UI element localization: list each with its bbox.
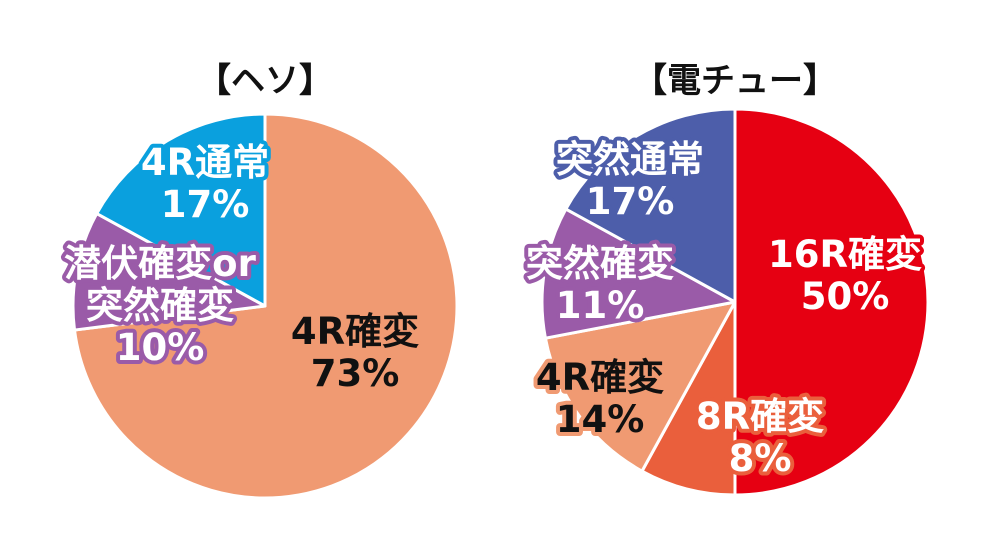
pie-label-1-1: 8R確変 8% (696, 395, 824, 480)
slice-category-label: 突然確変 (526, 242, 674, 285)
slice-value-label: 8% (729, 437, 792, 480)
pie-slice-0-1 (71, 212, 267, 332)
slice-category-label: 8R確変 (696, 395, 824, 438)
denchu-pie-labels: 16R確変 50% 8R確変 8% 4R確変 14% 突然確変 11% 突然通常 17% (522, 134, 926, 484)
pie-label-1-2: 4R確変 14% (536, 356, 664, 441)
slice-value-label: 17% (586, 180, 675, 223)
pie-label-1-0: 16R確変 50% (768, 233, 922, 318)
pie-label-1-4: 突然通常 17% (556, 138, 704, 223)
pie-label-0-0: 4R確変 73% (291, 310, 419, 395)
slice-category-label: 突然確変 (86, 284, 234, 327)
heso-chart-title: 【ヘソ】 (197, 61, 333, 101)
heso-pie-chart: 【ヘソ】 4R確変 73% 潜伏確変or 突然確変 10% 4R通常 17% (60, 61, 459, 500)
pie-slice-1-2 (543, 300, 737, 473)
slice-category-label: 4R確変 (291, 310, 419, 353)
heso-pie-labels: 4R確変 73% 潜伏確変or 突然確変 10% 4R通常 17% (60, 137, 423, 399)
heso-pie-slices (71, 112, 459, 500)
denchu-pie-slices (540, 107, 930, 497)
slice-value-label: 17% (161, 183, 250, 226)
pie-slice-1-1 (640, 300, 737, 497)
pie-slice-1-3 (540, 207, 737, 340)
slice-category-label: 4R確変 (536, 356, 664, 399)
slice-value-label: 14% (556, 398, 645, 441)
denchu-pie-chart: 【電チュー】 16R確変 50%8R確変 8%4R確変 14%突然確変 11%突然通常 1… (522, 61, 930, 497)
slice-category-label: 潜伏確変or (64, 242, 256, 285)
slice-value-label: 73% (311, 352, 400, 395)
slice-category-label: 突然通常 (556, 138, 704, 181)
slice-category-label: 16R確変 (768, 233, 922, 276)
slice-value-label: 11% (556, 284, 645, 327)
pie-slice-1-0 (733, 107, 930, 497)
pie-slice-0-2 (95, 112, 267, 308)
pie-label-0-1: 潜伏確変or 突然確変 10% (64, 242, 256, 369)
denchu-chart-title: 【電チュー】 (633, 61, 837, 101)
slice-value-label: 10% (116, 326, 205, 369)
slice-category-label: 4R通常 (141, 141, 269, 184)
pie-label-0-2: 4R通常 17% (141, 141, 269, 226)
slice-value-label: 50% (801, 275, 890, 318)
pie-slice-1-4 (564, 107, 737, 304)
pie-label-1-3: 突然確変 11% (526, 242, 674, 327)
